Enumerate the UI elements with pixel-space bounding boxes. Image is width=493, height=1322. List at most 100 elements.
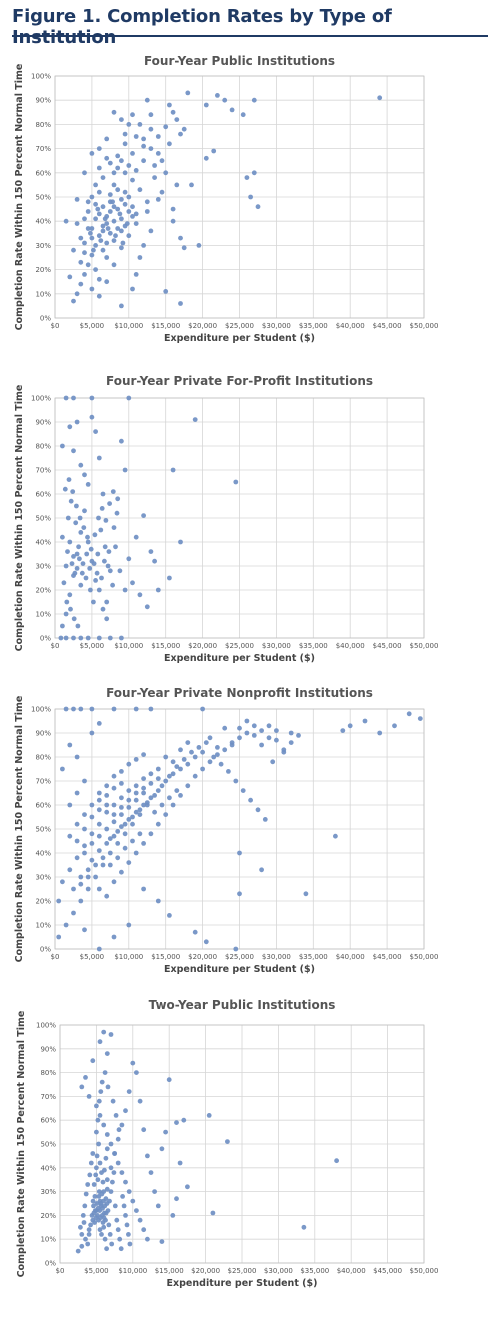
y-tick-label: 20% (35, 587, 51, 595)
data-point (185, 762, 190, 767)
y-tick-label: 40% (40, 1164, 56, 1172)
data-point (102, 559, 107, 564)
y-tick-label: 50% (40, 1141, 56, 1149)
data-point (289, 731, 294, 736)
y-tick-label: 10% (35, 922, 51, 930)
data-point (60, 444, 65, 449)
data-point (71, 887, 76, 892)
data-point (377, 95, 382, 100)
data-point (104, 793, 109, 798)
data-point (66, 516, 71, 521)
data-point (88, 231, 93, 236)
data-point (92, 561, 97, 566)
data-point (134, 168, 139, 173)
data-point (108, 851, 113, 856)
data-point (105, 1177, 110, 1182)
data-point (174, 1196, 179, 1201)
x-axis-label: Expenditure per Student ($) (164, 653, 315, 664)
data-point (111, 1099, 116, 1104)
x-tick-label: $0 (56, 1267, 65, 1275)
data-point (149, 229, 154, 234)
y-tick-label: 40% (35, 218, 51, 226)
data-point (97, 1099, 102, 1104)
data-point (67, 834, 72, 839)
data-point (115, 829, 120, 834)
data-point (67, 477, 72, 482)
data-point (93, 863, 98, 868)
data-point (73, 520, 78, 525)
data-point (163, 779, 168, 784)
data-point (78, 260, 83, 265)
data-point (138, 122, 143, 127)
data-point (160, 783, 165, 788)
x-tick-label: $45,000 (373, 642, 402, 650)
data-point (107, 549, 112, 554)
data-point (108, 568, 113, 573)
data-point (130, 214, 135, 219)
data-point (263, 817, 268, 822)
data-point (82, 508, 87, 513)
data-point (134, 134, 139, 139)
data-point (149, 707, 154, 712)
data-point (71, 299, 76, 304)
data-point (78, 707, 83, 712)
data-point (178, 132, 183, 137)
x-tick-label: $50,000 (410, 1267, 439, 1275)
data-point (78, 583, 83, 588)
data-point (141, 752, 146, 757)
data-point (141, 887, 146, 892)
data-point (152, 175, 157, 180)
data-point (97, 721, 102, 726)
data-point (64, 600, 69, 605)
data-point (233, 947, 238, 952)
data-point (178, 793, 183, 798)
data-point (112, 774, 117, 779)
x-tick-label: $0 (51, 322, 60, 330)
data-point (152, 1189, 157, 1194)
x-tick-label: $15,000 (151, 322, 180, 330)
data-point (112, 1170, 117, 1175)
data-point (86, 875, 91, 880)
data-point (120, 1170, 125, 1175)
data-point (92, 1182, 97, 1187)
data-point (145, 209, 150, 214)
data-point (104, 221, 109, 226)
data-point (91, 1199, 96, 1204)
data-point (84, 1192, 89, 1197)
data-point (130, 178, 135, 183)
data-point (127, 1242, 132, 1247)
y-tick-label: 70% (35, 467, 51, 475)
data-point (67, 743, 72, 748)
data-point (108, 231, 113, 236)
y-tick-label: 60% (35, 491, 51, 499)
data-point (108, 863, 113, 868)
data-point (101, 204, 106, 209)
data-point (104, 1156, 109, 1161)
data-point (79, 1232, 84, 1237)
data-point (92, 1220, 97, 1225)
data-point (119, 117, 124, 122)
data-point (119, 870, 124, 875)
data-point (79, 1085, 84, 1090)
data-point (104, 1211, 109, 1216)
y-tick-label: 70% (35, 778, 51, 786)
data-point (222, 747, 227, 752)
data-point (67, 424, 72, 429)
data-point (93, 202, 98, 207)
data-point (207, 1113, 212, 1118)
data-point (97, 294, 102, 299)
data-point (97, 456, 102, 461)
data-point (130, 1061, 135, 1066)
y-tick-label: 50% (35, 194, 51, 202)
data-point (95, 571, 100, 576)
data-point (138, 255, 143, 260)
data-point (119, 781, 124, 786)
x-tick-label: $30,000 (264, 1267, 293, 1275)
data-point (126, 209, 131, 214)
data-point (193, 930, 198, 935)
data-point (163, 755, 168, 760)
data-point (56, 899, 61, 904)
data-point (141, 1127, 146, 1132)
x-tick-label: $35,000 (300, 1267, 329, 1275)
data-point (56, 935, 61, 940)
